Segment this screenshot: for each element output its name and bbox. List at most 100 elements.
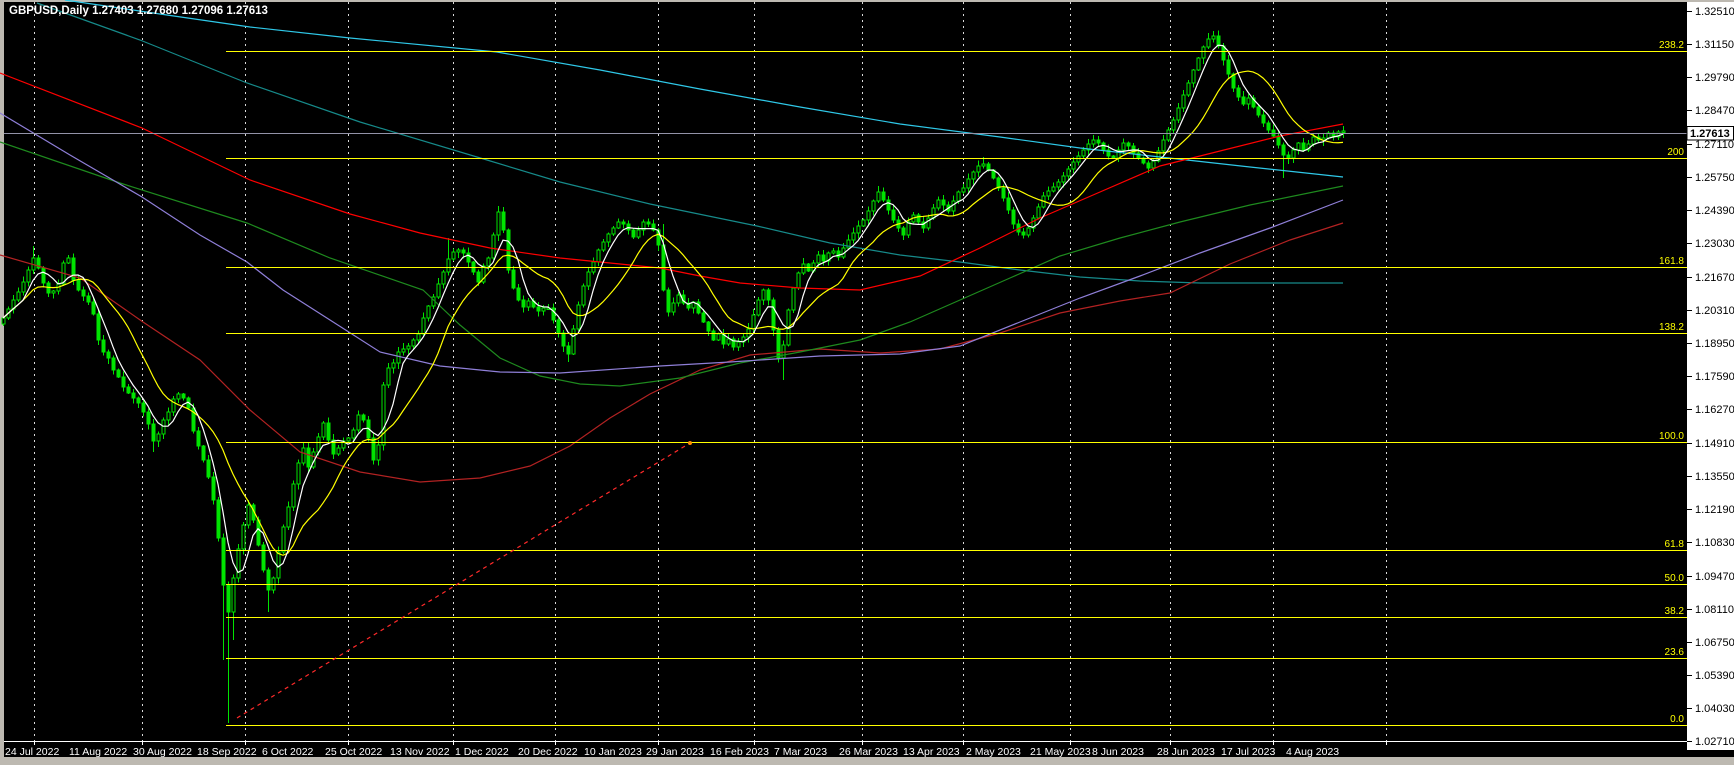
candle-body <box>386 367 391 386</box>
fib-label: 161.8 <box>1659 256 1684 267</box>
candle-body <box>436 283 441 298</box>
candle-body <box>1156 150 1161 162</box>
date-label: 10 Jan 2023 <box>584 746 642 758</box>
candle-body <box>671 302 676 313</box>
candle-body <box>606 233 611 243</box>
candle-body <box>966 178 971 189</box>
date-label: 4 Aug 2023 <box>1286 746 1339 758</box>
candle-body <box>141 402 146 413</box>
candle-body <box>131 392 136 399</box>
candle-body <box>1021 231 1026 236</box>
moving-average-lines <box>0 0 1344 574</box>
candle-body <box>1191 69 1196 84</box>
date-label: 21 May 2023 <box>1030 746 1091 758</box>
ma-white <box>2 44 1344 574</box>
candle-body <box>936 199 941 209</box>
price-tick-label: 1.13550 <box>1695 471 1734 483</box>
candle-body <box>276 551 281 579</box>
candle-body <box>1276 135 1281 146</box>
candle-body <box>766 289 771 301</box>
candle-body <box>701 312 706 323</box>
time-axis[interactable]: 24 Jul 2022 11 Aug 2022 30 Aug 2022 18 Sep … <box>4 741 1687 758</box>
candle-body <box>101 339 106 353</box>
candle-body <box>241 524 246 550</box>
trendline-dashed[interactable] <box>236 441 692 719</box>
candle-body <box>111 357 116 371</box>
price-tick-label: 1.05390 <box>1695 670 1734 682</box>
candle-body <box>956 191 961 202</box>
candle-body <box>1151 160 1156 169</box>
trendline-endpoint[interactable] <box>688 441 692 445</box>
candle-body <box>1296 142 1301 151</box>
candle-body <box>1196 57 1201 71</box>
time-axis-background[interactable] <box>4 741 1687 757</box>
candle-body <box>801 263 806 274</box>
candle-body <box>761 289 766 301</box>
price-tick-label: 1.18950 <box>1695 338 1734 350</box>
price-tick-label: 1.12190 <box>1695 504 1734 516</box>
candle-body <box>706 321 711 332</box>
current-price-value: 1.27613 <box>1690 128 1730 140</box>
price-scale[interactable]: 1.32510 1.31150 1.29790 1.28470 1.27110 1.257… <box>1687 2 1734 750</box>
candle-body <box>851 232 856 241</box>
candle-body <box>1201 46 1206 59</box>
candle-body <box>1081 149 1086 157</box>
candle-body <box>416 333 421 341</box>
candle-body <box>826 252 831 262</box>
candle-body <box>926 217 931 229</box>
candle-body <box>461 249 466 254</box>
ma-cyan <box>64 0 1344 178</box>
candle-body <box>296 462 301 485</box>
candle-body <box>231 577 236 613</box>
candle-body <box>446 258 451 273</box>
candle-body <box>1236 87 1241 98</box>
fibonacci-retracement[interactable]: 238.2 200 161.8 138.2 100.0 61.8 50.0 38.2 23.6 0… <box>226 40 1687 726</box>
candle-body <box>501 211 506 231</box>
candle-body <box>881 191 886 201</box>
candle-body <box>1341 130 1346 133</box>
candle-body <box>401 348 406 353</box>
candle-body <box>1261 114 1266 124</box>
candle-body <box>646 221 651 225</box>
candle-body <box>211 476 216 501</box>
candle-body <box>941 199 946 206</box>
date-label: 29 Jan 2023 <box>646 746 704 758</box>
fib-label: 0.0 <box>1670 714 1684 725</box>
candle-body <box>486 257 491 267</box>
fib-label: 238.2 <box>1659 40 1684 51</box>
fib-label: 23.6 <box>1665 647 1685 658</box>
candle-body <box>616 221 621 229</box>
price-tick-label: 1.24390 <box>1695 205 1734 217</box>
candle-body <box>181 393 186 399</box>
candle-body <box>556 319 561 334</box>
candle-body <box>641 221 646 231</box>
candle-body <box>601 241 606 251</box>
trendline[interactable] <box>236 442 691 719</box>
candle-body <box>116 369 121 378</box>
candle-body <box>1246 97 1251 105</box>
price-tick-label: 1.29790 <box>1695 72 1734 84</box>
date-label: 8 Jun 2023 <box>1092 746 1144 758</box>
candle-body <box>541 307 546 312</box>
candle-body <box>1126 142 1131 147</box>
candlestick-series[interactable] <box>1 30 1346 723</box>
candle-body <box>1136 152 1141 159</box>
candle-body <box>176 393 181 400</box>
candle-body <box>146 411 151 425</box>
candle-body <box>496 211 501 236</box>
candle-body <box>1011 209 1016 225</box>
ma-red <box>0 72 1344 291</box>
candle-body <box>1251 97 1256 108</box>
candle-body <box>1096 139 1101 144</box>
candle-body <box>1061 175 1066 183</box>
candle-body <box>961 187 966 193</box>
candle-body <box>1026 227 1031 236</box>
candle-body <box>291 483 296 508</box>
candle-body <box>1311 136 1316 145</box>
candle-body <box>1281 144 1286 156</box>
fib-label: 50.0 <box>1665 573 1685 584</box>
candle-body <box>421 317 426 335</box>
candle-body <box>266 569 271 591</box>
candle-body <box>261 544 266 571</box>
candle-body <box>751 314 756 330</box>
